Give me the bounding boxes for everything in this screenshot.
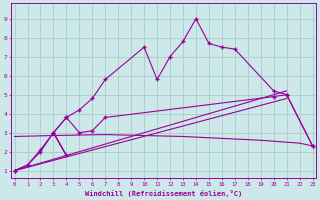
X-axis label: Windchill (Refroidissement éolien,°C): Windchill (Refroidissement éolien,°C)	[85, 190, 242, 197]
